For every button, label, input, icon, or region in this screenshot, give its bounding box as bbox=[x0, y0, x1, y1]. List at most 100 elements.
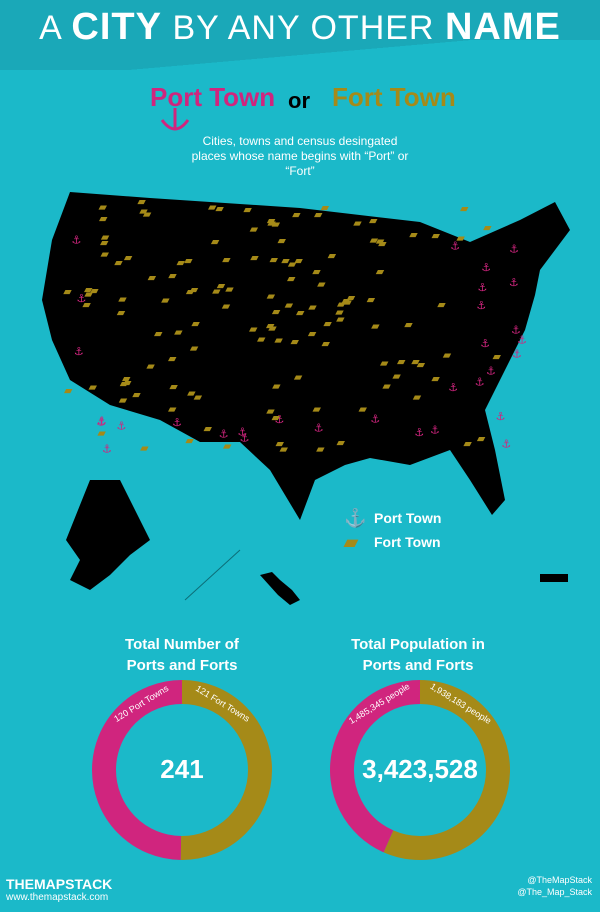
social-line2: @The_Map_Stack bbox=[517, 887, 592, 897]
port-marker: ⚓ bbox=[475, 375, 485, 388]
fort-marker: ▰ bbox=[119, 393, 128, 406]
port-marker: ⚓ bbox=[74, 345, 84, 358]
fort-marker: ▰ bbox=[222, 253, 231, 266]
fort-marker: ▰ bbox=[168, 403, 177, 416]
social-line1: @TheMapStack bbox=[527, 875, 592, 885]
fort-marker: ▰ bbox=[337, 298, 346, 311]
subtitle-port: Port Town bbox=[150, 82, 276, 112]
fort-marker: ▰ bbox=[292, 208, 301, 221]
fort-marker: ▰ bbox=[294, 254, 303, 267]
fort-marker: ▰ bbox=[477, 432, 486, 445]
fort-marker: ▰ bbox=[84, 287, 93, 300]
fort-marker: ▰ bbox=[122, 372, 131, 385]
fort-marker: ▰ bbox=[84, 283, 93, 296]
fort-marker: ▰ bbox=[483, 221, 492, 234]
fort-marker: ▰ bbox=[285, 299, 294, 312]
port-marker: ⚓ bbox=[430, 424, 440, 437]
fort-marker: ▰ bbox=[204, 422, 213, 435]
fort-marker: ▰ bbox=[343, 295, 352, 308]
legend-fort-label: Fort Town bbox=[374, 534, 441, 550]
fort-marker: ▰ bbox=[312, 265, 321, 278]
fort-marker: ▰ bbox=[281, 254, 290, 267]
fort-marker: ▰ bbox=[211, 235, 220, 248]
fort-marker: ▰ bbox=[321, 201, 330, 214]
port-slice bbox=[330, 680, 421, 853]
fort-marker: ▰ bbox=[353, 217, 362, 230]
fort-marker: ▰ bbox=[432, 229, 441, 242]
fort-marker: ▰ bbox=[137, 195, 146, 208]
fort-marker: ▰ bbox=[266, 319, 275, 332]
us-map: ▰▰▰⚓▰▰▰▰▰▰▰⚓▰⚓▰▰▰▰▰▰▰▰⚓▰▰▰▰▰▰▰⚓▰▰▰▰▰▰▰⚓▰… bbox=[42, 192, 570, 605]
fort-marker: ▰ bbox=[322, 337, 331, 350]
port-marker: ⚓ bbox=[314, 422, 324, 435]
count-total: 241 bbox=[160, 754, 204, 784]
fort-marker: ▰ bbox=[409, 228, 418, 241]
cannon-icon: ▰ bbox=[344, 531, 358, 552]
fort-marker: ▰ bbox=[336, 436, 345, 449]
fort-marker: ▰ bbox=[308, 327, 317, 340]
port-marker: ⚓ bbox=[96, 415, 106, 428]
fort-marker: ▰ bbox=[140, 441, 149, 454]
fort-marker: ▰ bbox=[222, 299, 231, 312]
fort-marker: ▰ bbox=[376, 234, 385, 247]
fort-marker: ▰ bbox=[271, 411, 280, 424]
port-marker: ⚓ bbox=[102, 443, 112, 456]
fort-marker: ▰ bbox=[100, 236, 109, 249]
fort-marker: ▰ bbox=[212, 284, 221, 297]
fort-marker: ▰ bbox=[215, 202, 224, 215]
fort-marker: ▰ bbox=[404, 318, 413, 331]
fort-marker: ▰ bbox=[266, 405, 275, 418]
fort-marker: ▰ bbox=[101, 230, 110, 243]
map-description: Cities, towns and census desingated plac… bbox=[191, 134, 409, 178]
port-marker: ⚓ bbox=[476, 299, 486, 312]
fort-marker: ▰ bbox=[120, 377, 129, 390]
fort-marker: ▰ bbox=[118, 293, 127, 306]
port-marker: ⚓ bbox=[450, 240, 460, 253]
population-donut-chart: 1,485,345 people 1,938,183 people bbox=[330, 680, 510, 860]
page-title: A CITY BY ANY OTHER NAME bbox=[39, 6, 561, 48]
fort-marker: ▰ bbox=[382, 379, 391, 392]
fort-marker: ▰ bbox=[100, 248, 109, 261]
fort-marker: ▰ bbox=[417, 358, 426, 371]
fort-marker: ▰ bbox=[123, 376, 132, 389]
fort-marker: ▰ bbox=[223, 439, 232, 452]
port-marker: ⚓ bbox=[97, 415, 107, 428]
fort-marker: ▰ bbox=[90, 284, 99, 297]
fort-marker: ▰ bbox=[243, 203, 252, 216]
population-title: Total Population in Ports and Forts bbox=[351, 636, 485, 674]
port-marker: ⚓ bbox=[486, 364, 496, 377]
fort-marker: ▰ bbox=[287, 272, 296, 285]
fort-marker: ▰ bbox=[148, 271, 157, 284]
fort-marker: ▰ bbox=[342, 294, 351, 307]
fort-marker: ▰ bbox=[185, 434, 194, 447]
fort-slice bbox=[383, 680, 510, 860]
port-marker: ⚓ bbox=[238, 426, 248, 439]
fort-marker: ▰ bbox=[191, 317, 200, 330]
fort-marker: ▰ bbox=[335, 305, 344, 318]
brand-url: www.themapstack.com bbox=[6, 892, 109, 903]
fort-marker: ▰ bbox=[277, 234, 286, 247]
fort-marker: ▰ bbox=[316, 442, 325, 455]
fort-marker: ▰ bbox=[177, 256, 186, 269]
port-marker: ⚓ bbox=[478, 281, 488, 294]
fort-marker: ▰ bbox=[294, 371, 303, 384]
fort-marker: ▰ bbox=[269, 253, 278, 266]
town-markers: ▰▰▰⚓▰▰▰▰▰▰▰⚓▰⚓▰▰▰▰▰▰▰▰⚓▰▰▰▰▰▰▰⚓▰▰▰▰▰▰▰⚓▰… bbox=[63, 195, 527, 455]
fort-marker: ▰ bbox=[272, 305, 281, 318]
port-marker: ⚓ bbox=[414, 426, 424, 439]
population-total: 3,423,528 bbox=[362, 754, 478, 784]
fort-marker: ▰ bbox=[275, 437, 284, 450]
fort-marker: ▰ bbox=[392, 369, 401, 382]
fort-marker: ▰ bbox=[413, 391, 422, 404]
port-marker: ⚓ bbox=[240, 431, 250, 444]
fort-marker: ▰ bbox=[267, 217, 276, 230]
fort-marker: ▰ bbox=[99, 212, 108, 225]
count-title: Total Number of Ports and Forts bbox=[125, 636, 239, 674]
fort-marker: ▰ bbox=[184, 254, 193, 267]
fort-marker: ▰ bbox=[268, 322, 277, 335]
fort-marker: ▰ bbox=[161, 293, 170, 306]
fort-marker: ▰ bbox=[370, 234, 379, 247]
fort-marker: ▰ bbox=[267, 214, 276, 227]
social-handles: @TheMapStack @The_Map_Stack bbox=[517, 874, 592, 898]
fort-marker: ▰ bbox=[190, 341, 199, 354]
